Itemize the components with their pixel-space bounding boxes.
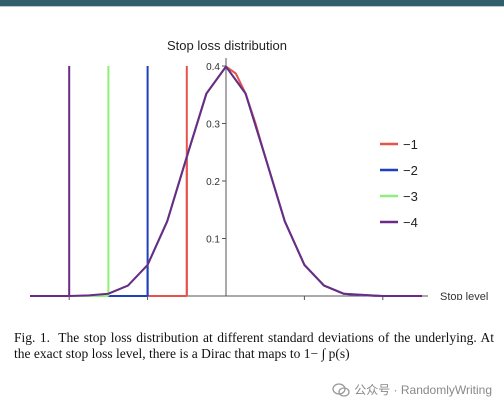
top-border-bar (0, 0, 504, 6)
series-layer (30, 65, 422, 297)
legend-label: −1 (403, 137, 418, 152)
legend: −1 −2 −3 −4 (380, 137, 418, 230)
y-tick-label: 0.2 (206, 177, 220, 188)
wechat-icon (332, 382, 350, 397)
stop-loss-chart: Stop loss distribution −4−2240.10.20.30.… (30, 38, 488, 300)
density-curve (107, 65, 422, 297)
x-axis-label: Stop level (440, 291, 488, 300)
axes: −4−2240.10.20.30.4 (30, 58, 428, 300)
caption-lead: Fig. 1. (14, 330, 51, 345)
caption-text: The stop loss distribution at different … (14, 330, 494, 361)
chart-title: Stop loss distribution (167, 38, 287, 53)
top-border-edge (0, 6, 504, 7)
density-curve (146, 65, 422, 297)
legend-label: −3 (403, 189, 418, 204)
figure-caption: Fig. 1. The stop loss distribution at di… (14, 330, 494, 362)
legend-label: −2 (403, 163, 418, 178)
watermark-text: 公众号 · RandomlyWriting (354, 383, 492, 397)
watermark: 公众号 · RandomlyWriting (332, 381, 492, 398)
legend-label: −4 (403, 215, 418, 230)
series-4 (30, 65, 422, 297)
y-tick-label: 0.4 (206, 62, 220, 73)
y-tick-label: 0.1 (206, 235, 220, 246)
y-tick-label: 0.3 (206, 120, 220, 131)
density-curve (69, 65, 422, 297)
